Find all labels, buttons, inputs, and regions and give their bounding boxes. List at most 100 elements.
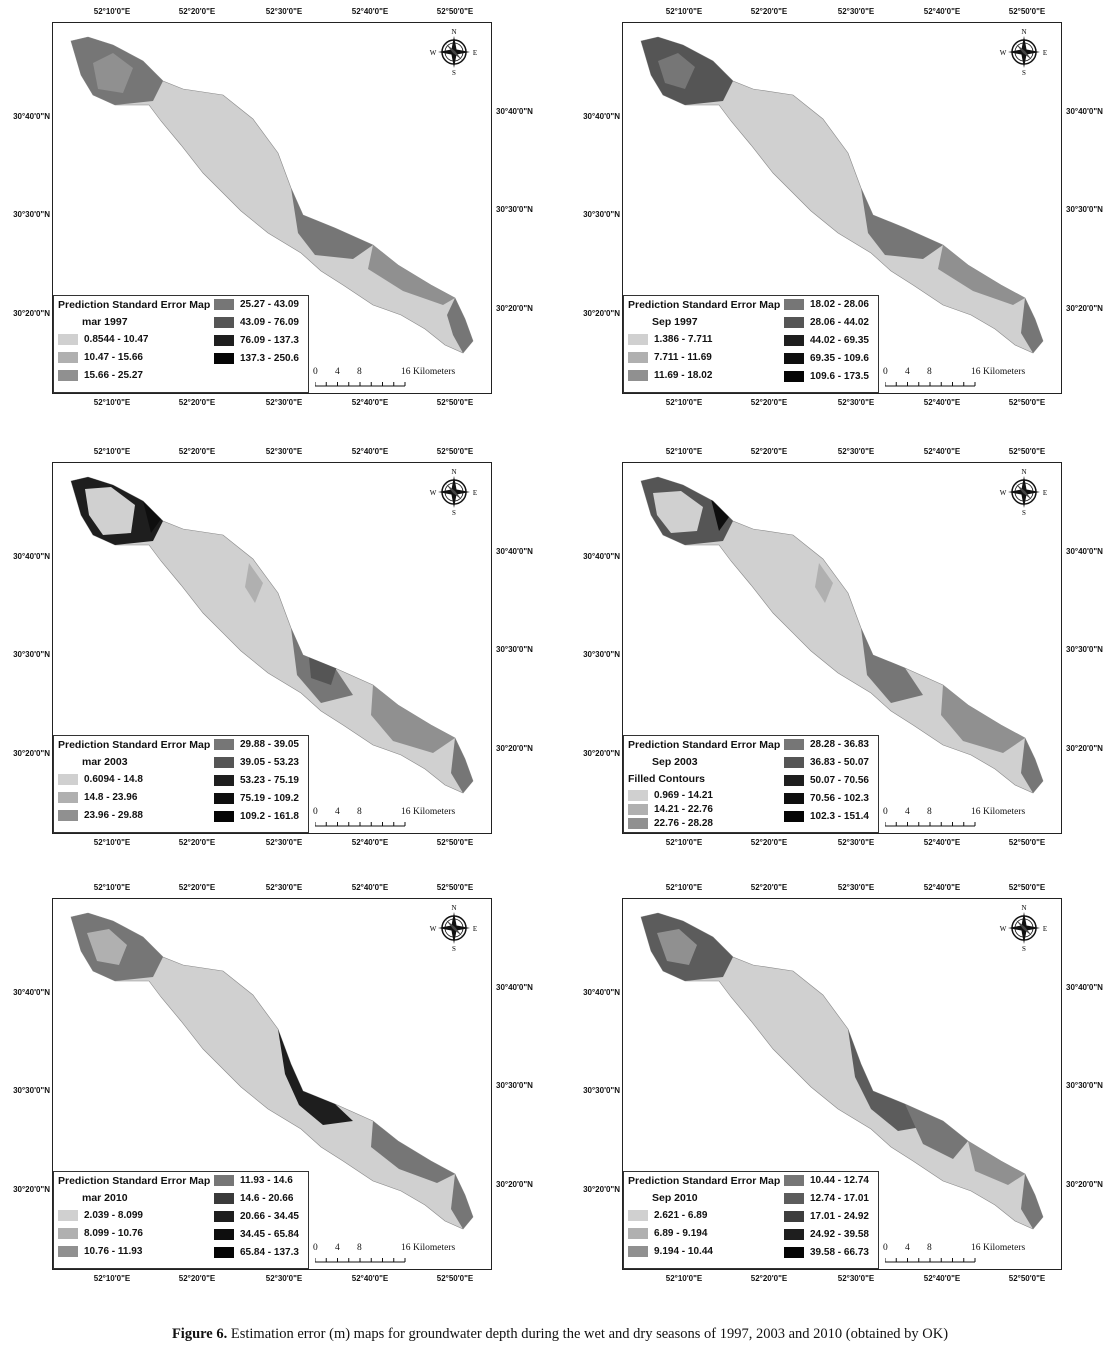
study-area-map [70,36,474,354]
lat-tick-right: 30°30'0"N [1066,645,1103,654]
legend-swatch [214,1193,234,1204]
legend-item: 0.8544 - 10.47 [58,334,149,345]
legend-label: 10.76 - 11.93 [84,1246,143,1257]
lon-tick-bottom: 52°40'0"E [923,838,961,847]
scale-unit: Kilometers [983,367,1026,377]
legend-swatch [784,1211,804,1222]
legend-item: 9.194 - 10.44 [628,1246,713,1257]
legend-item: 1.386 - 7.711 [628,334,712,345]
north-arrow-icon: N S E W [430,904,477,953]
legend-swatch [58,1210,78,1221]
legend-label: 0.8544 - 10.47 [84,334,149,345]
legend: Prediction Standard Error Map Sep 1997 1.3… [623,295,879,393]
legend-item: 15.66 - 25.27 [58,370,143,381]
lon-tick-top: 52°20'0"E [750,7,788,16]
lat-tick-right: 30°30'0"N [496,205,533,214]
lat-tick-right: 30°40'0"N [1066,983,1103,992]
lon-tick-bottom: 52°20'0"E [178,398,216,407]
lon-tick-bottom: 52°30'0"E [265,398,303,407]
legend-swatch [214,353,234,364]
scale-unit: Kilometers [983,1243,1026,1253]
lat-tick-right: 30°20'0"N [496,744,533,753]
lon-tick-top: 52°30'0"E [837,447,875,456]
legend-item: 7.711 - 11.69 [628,352,712,363]
scale-label: 8 [927,1243,932,1253]
lon-tick-bottom: 52°10'0"E [665,838,703,847]
north-arrow-icon: N S E W [1000,28,1047,77]
svg-text:S: S [1022,509,1026,517]
legend-item: 25.27 - 43.09 [214,299,299,310]
lon-tick-bottom: 52°40'0"E [351,838,389,847]
lon-tick-top: 52°40'0"E [351,883,389,892]
lon-tick-top: 52°50'0"E [1008,447,1046,456]
error-zone [905,1104,968,1159]
svg-text:E: E [1043,49,1047,57]
lat-tick-right: 30°40'0"N [496,983,533,992]
scale-label: 4 [335,1243,340,1253]
scale-ruler [315,1258,406,1263]
lon-tick-bottom: 52°10'0"E [93,398,131,407]
scale-label: 8 [927,367,932,377]
lat-tick-left: 30°40'0"N [583,112,620,121]
lon-tick-bottom: 52°10'0"E [665,1274,703,1283]
error-zone [278,1029,353,1125]
lon-tick-bottom: 52°50'0"E [436,1274,474,1283]
lat-tick-left: 30°30'0"N [583,210,620,219]
legend-label: 14.21 - 22.76 [654,804,713,815]
legend-swatch [214,793,234,804]
legend-swatch [214,757,234,768]
legend-swatch [784,1229,804,1240]
svg-text:E: E [1043,925,1047,933]
lat-tick-right: 30°40'0"N [496,107,533,116]
scale-bar: 0 4 8 16 Kilometers [883,1243,1053,1265]
legend-label: 15.66 - 25.27 [84,370,143,381]
study-area-map [640,476,1044,794]
legend-label: 28.06 - 44.02 [810,317,869,328]
legend-item: 14.6 - 20.66 [214,1193,293,1204]
error-zone [87,929,127,965]
legend-label: 20.66 - 34.45 [240,1211,299,1222]
scale-unit: Kilometers [413,367,456,377]
scale-label: 8 [357,807,362,817]
legend-subtitle: mar 2010 [82,1192,128,1204]
legend-item: 29.88 - 39.05 [214,739,299,750]
error-zone [143,501,161,533]
lon-tick-bottom: 52°10'0"E [665,398,703,407]
error-zone [1021,298,1043,353]
legend-swatch [58,1246,78,1257]
legend-swatch [784,335,804,346]
legend-label: 29.88 - 39.05 [240,739,299,750]
lat-tick-right: 30°40'0"N [1066,107,1103,116]
scale-label: 0 [313,807,318,817]
scale-label: 16 [971,1243,981,1253]
lon-tick-bottom: 52°10'0"E [93,1274,131,1283]
north-arrow-icon: N S E W [430,28,477,77]
legend-swatch [628,334,648,345]
scale-label: 16 [401,1243,411,1253]
legend-item: 109.6 - 173.5 [784,371,869,382]
legend-swatch [628,1246,648,1257]
study-area-map [640,36,1044,354]
legend-label: 14.6 - 20.66 [240,1193,294,1204]
legend: Prediction Standard Error Map mar 2003 0.6… [53,735,309,833]
caption-label: Figure 6. [171,1326,228,1342]
svg-text:S: S [452,69,456,77]
scale-label: 4 [905,367,910,377]
lat-tick-left: 30°20'0"N [13,749,50,758]
legend-swatch [214,299,234,310]
legend-item: 17.01 - 24.92 [784,1211,869,1222]
lon-tick-top: 52°30'0"E [265,447,303,456]
legend-swatch [628,818,648,829]
lon-tick-top: 52°50'0"E [1008,883,1046,892]
legend-swatch [628,370,648,381]
legend-subtitle: Sep 1997 [652,316,698,328]
legend-item: 76.09 - 137.3 [214,335,299,346]
legend-item: 28.06 - 44.02 [784,317,869,328]
legend-label: 6.89 - 9.194 [654,1228,708,1239]
legend-swatch [58,774,78,785]
scale-label: 0 [313,367,318,377]
lon-tick-top: 52°40'0"E [923,883,961,892]
lon-tick-bottom: 52°20'0"E [178,1274,216,1283]
north-arrow-icon: N S E W [1000,904,1047,953]
legend-extra: Filled Contours [628,773,705,785]
